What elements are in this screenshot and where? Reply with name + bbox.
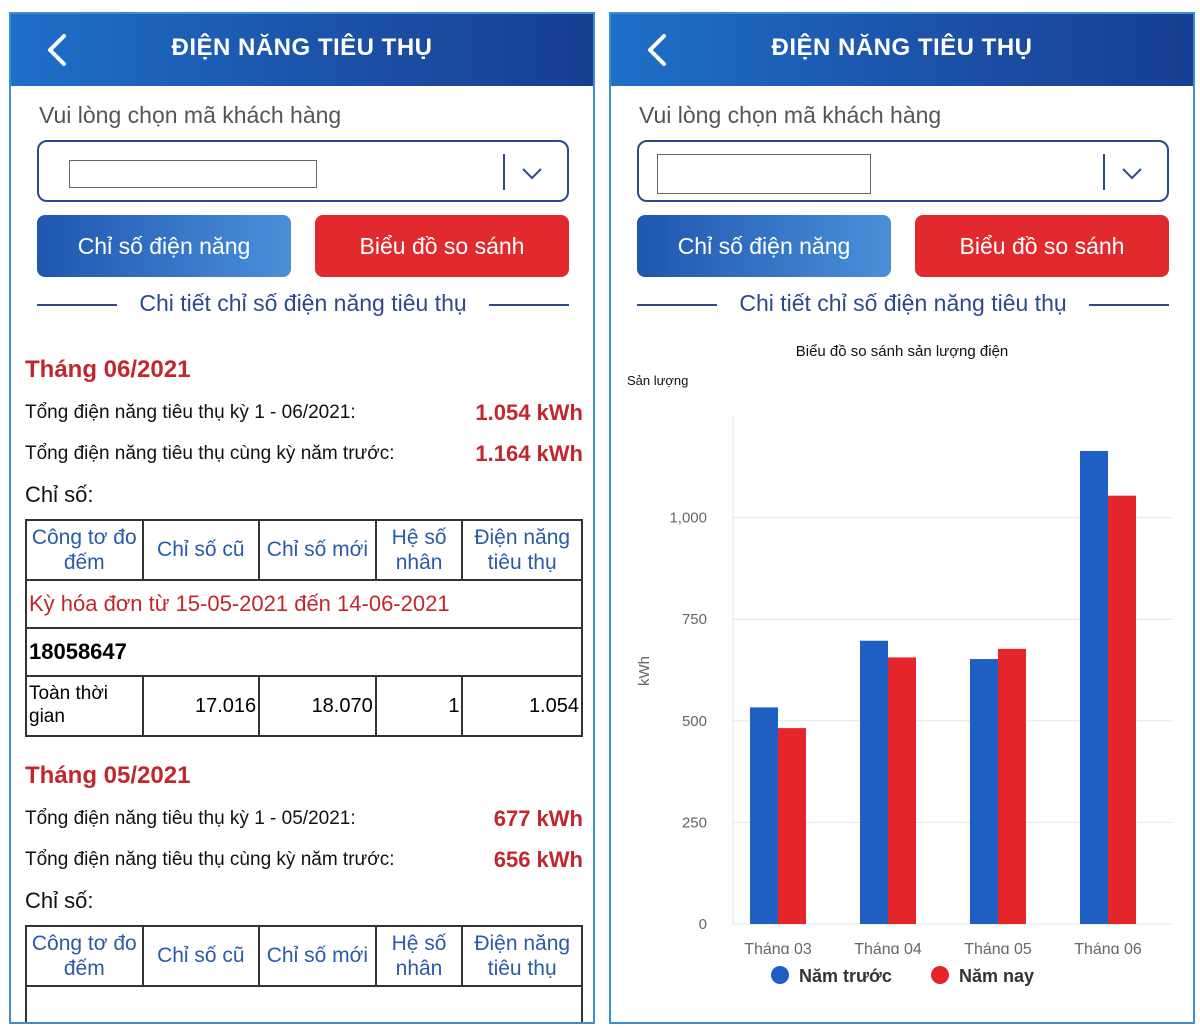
chart-unit-label: Sản lượng [627,373,689,388]
month-title: Tháng 05/2021 [25,762,191,789]
bar-last-year [970,659,998,924]
customer-select[interactable] [637,140,1169,202]
legend-item-last-year[interactable]: Năm trước [771,966,892,987]
chevron-down-icon[interactable] [1119,160,1145,186]
col-old-index: Chỉ số cũ [141,925,261,987]
col-new-index: Chỉ số mới [258,925,377,987]
back-arrow-icon[interactable] [639,30,679,70]
screen-index-details: ĐIỆN NĂNG TIÊU THỤ Vui lòng chọn mã khác… [9,12,595,1024]
col-new-index: Chỉ số mới [258,519,377,581]
bar-last-year [1080,450,1108,924]
legend-label-last-year: Năm trước [799,966,892,986]
prev-year-label: Tổng điện năng tiêu thụ cùng kỳ năm trướ… [25,443,395,464]
section-title: Chi tiết chỉ số điện năng tiêu thụ [739,290,1067,316]
screen-comparison-chart: ĐIỆN NĂNG TIÊU THỤ Vui lòng chọn mã khác… [609,12,1195,1024]
table-cell [25,985,583,1022]
section-line-left [637,304,717,306]
tab-index-button[interactable]: Chỉ số điện năng [37,215,291,277]
customer-prompt: Vui lòng chọn mã khách hàng [39,102,342,128]
index-table: Công tơ đo đếm Chỉ số cũ Chỉ số mới Hệ s… [25,519,583,737]
app-header: ĐIỆN NĂNG TIÊU THỤ [611,14,1193,86]
legend-label-this-year: Năm nay [959,966,1035,986]
total-consumption-row: Tổng điện năng tiêu thụ kỳ 1 - 06/2021: … [25,400,583,425]
section-line-right [489,304,569,306]
bar-last-year [750,707,778,924]
y-tick-label: 1,000 [669,510,707,527]
tab-chart-button[interactable]: Biểu đồ so sánh [315,215,569,277]
customer-code-value [657,154,871,194]
section-title: Chi tiết chỉ số điện năng tiêu thụ [139,290,467,316]
back-arrow-icon[interactable] [39,30,79,70]
y-tick-label: 500 [682,713,707,730]
col-old-index: Chỉ số cũ [141,519,261,581]
customer-select[interactable] [37,140,569,202]
col-consumption: Điện năng tiêu thụ [461,925,583,987]
app-header: ĐIỆN NĂNG TIÊU THỤ [11,14,593,86]
total-consumption-label: Tổng điện năng tiêu thụ kỳ 1 - 05/2021: [25,808,356,829]
prev-year-row: Tổng điện năng tiêu thụ cùng kỳ năm trướ… [25,441,583,466]
table-row [25,985,583,1022]
page-title: ĐIỆN NĂNG TIÊU THỤ [171,34,433,61]
total-consumption-row: Tổng điện năng tiêu thụ kỳ 1 - 05/2021: … [25,806,583,831]
y-tick-label: 250 [682,814,707,831]
tab-chart-button[interactable]: Biểu đồ so sánh [915,215,1169,277]
legend-swatch-this-year [931,966,949,984]
x-tick-label: Tháng 06 [1074,941,1142,954]
legend-item-this-year[interactable]: Năm nay [931,966,1034,987]
billing-period: Kỳ hóa đơn từ 15-05-2021 đến 14-06-2021 [25,579,583,629]
index-label: Chỉ số: [25,888,94,913]
reading-consumption: 1.054 [461,675,583,737]
bar-this-year [998,648,1026,924]
select-divider [503,154,505,190]
reading-label: Toàn thời gian [25,675,144,737]
reading-new: 18.070 [258,675,377,737]
y-tick-label: 750 [682,611,707,628]
meter-number: 18058647 [25,627,583,677]
table-row: Kỳ hóa đơn từ 15-05-2021 đến 14-06-2021 [25,579,583,629]
prev-year-row: Tổng điện năng tiêu thụ cùng kỳ năm trướ… [25,847,583,872]
customer-prompt: Vui lòng chọn mã khách hàng [639,102,942,128]
total-consumption-value: 1.054 kWh [475,400,583,425]
month-title: Tháng 06/2021 [25,356,191,383]
section-header: Chi tiết chỉ số điện năng tiêu thụ [37,290,569,320]
select-divider [1103,154,1105,190]
chevron-down-icon[interactable] [519,160,545,186]
x-tick-label: Tháng 04 [854,941,922,954]
y-axis-label: kWh [636,656,653,686]
prev-year-value: 1.164 kWh [475,441,583,466]
total-consumption-value: 677 kWh [493,806,583,831]
col-meter: Công tơ đo đếm [25,519,144,581]
prev-year-label: Tổng điện năng tiêu thụ cùng kỳ năm trướ… [25,849,395,870]
table-header-row: Công tơ đo đếm Chỉ số cũ Chỉ số mới Hệ s… [25,519,583,581]
reading-factor: 1 [374,675,464,737]
section-line-right [1089,304,1169,306]
total-consumption-label: Tổng điện năng tiêu thụ kỳ 1 - 06/2021: [25,402,356,423]
bar-this-year [778,728,806,924]
col-meter: Công tơ đo đếm [25,925,144,987]
y-tick-label: 0 [699,916,707,933]
table-header-row: Công tơ đo đếm Chỉ số cũ Chỉ số mới Hệ s… [25,925,583,987]
legend-swatch-last-year [771,966,789,984]
col-consumption: Điện năng tiêu thụ [461,519,583,581]
customer-code-value [69,160,317,188]
index-label: Chỉ số: [25,482,94,507]
section-header: Chi tiết chỉ số điện năng tiêu thụ [637,290,1169,320]
table-row: Toàn thời gian 17.016 18.070 1 1.054 [25,675,583,737]
bar-this-year [888,657,916,924]
x-tick-label: Tháng 03 [744,941,812,954]
prev-year-value: 656 kWh [493,847,583,872]
tab-index-button[interactable]: Chỉ số điện năng [637,215,891,277]
comparison-bar-chart: 0 250 500 750 1,000 kWh Tháng 03 Tháng 04 Tháng … [636,416,1173,954]
reading-old: 17.016 [141,675,261,737]
col-factor: Hệ số nhân [374,519,464,581]
page-title: ĐIỆN NĂNG TIÊU THỤ [771,34,1033,61]
chart-title: Biểu đồ so sánh sản lượng điện [795,343,1009,360]
col-factor: Hệ số nhân [374,925,464,987]
bar-last-year [860,640,888,924]
section-line-left [37,304,117,306]
index-table: Công tơ đo đếm Chỉ số cũ Chỉ số mới Hệ s… [25,925,583,1022]
x-tick-label: Tháng 05 [964,941,1032,954]
bar-this-year [1108,495,1136,924]
table-row: 18058647 [25,627,583,677]
